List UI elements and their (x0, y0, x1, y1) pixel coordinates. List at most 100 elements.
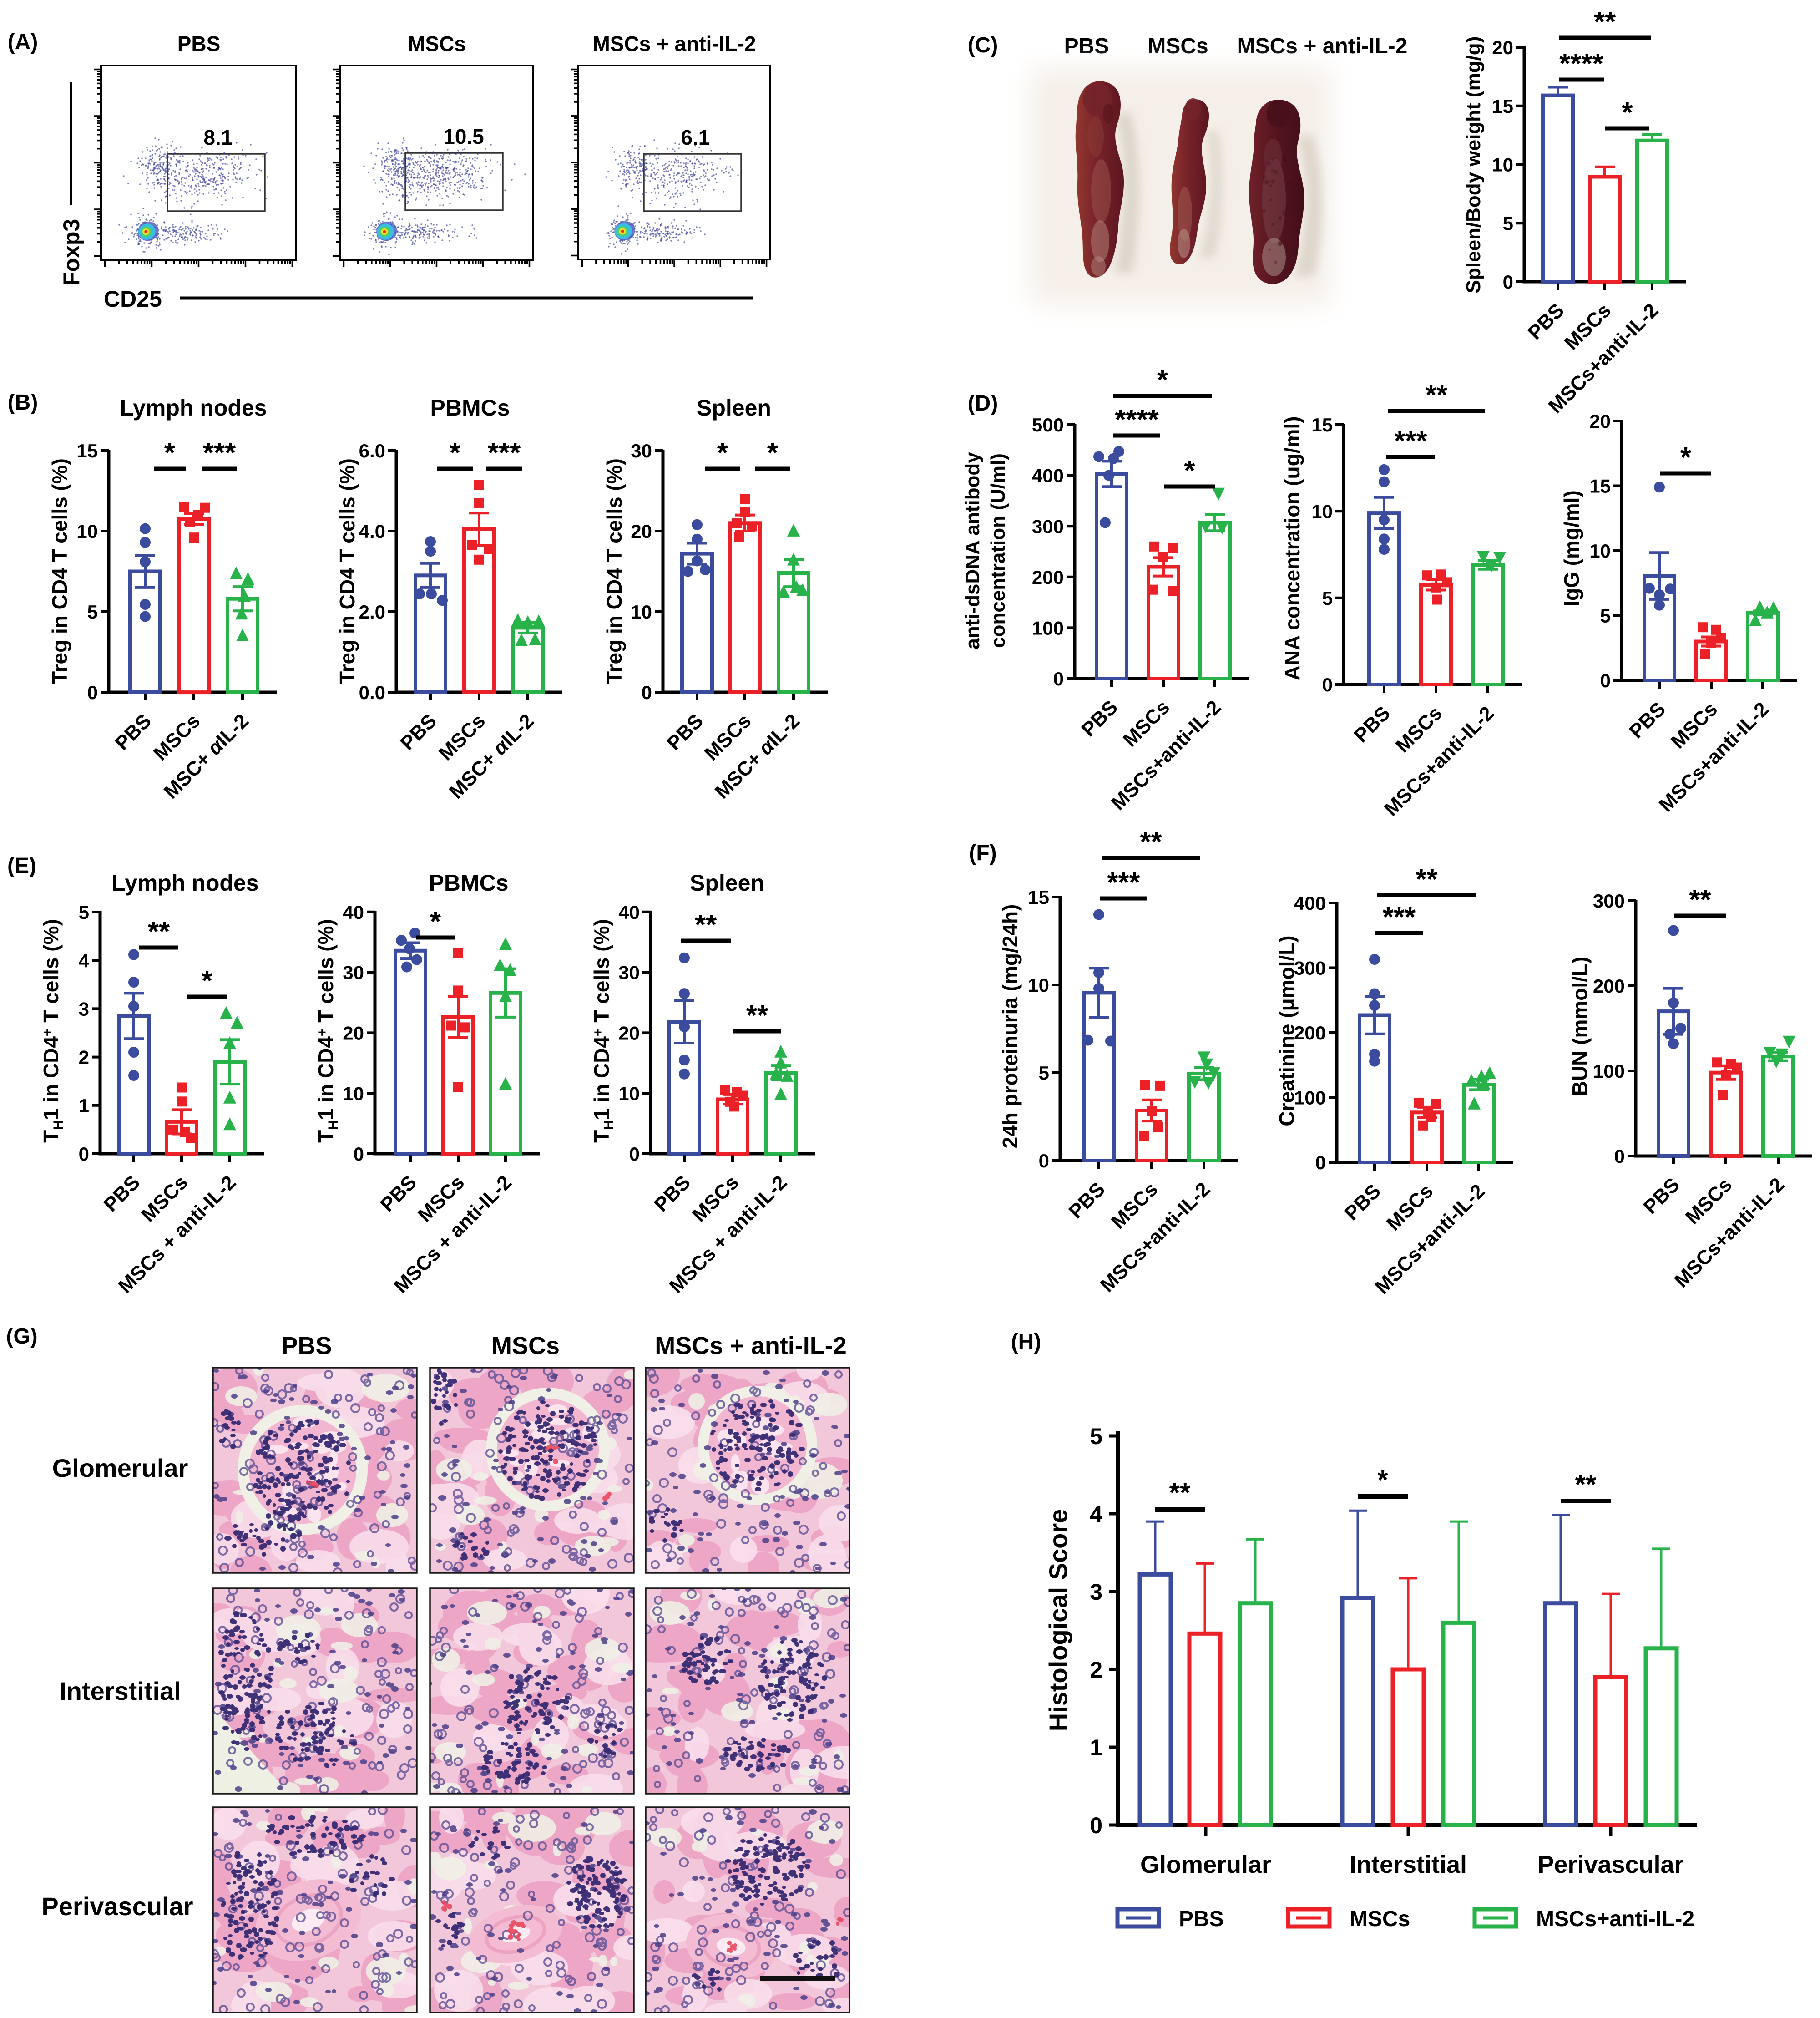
svg-text:20: 20 (631, 521, 652, 542)
svg-text:10.5: 10.5 (443, 125, 484, 148)
svg-text:**: ** (1426, 380, 1448, 411)
svg-text:5: 5 (1503, 213, 1513, 234)
svg-text:**: ** (1416, 864, 1438, 895)
svg-text:concentration (U/ml): concentration (U/ml) (987, 453, 1009, 648)
svg-text:15: 15 (76, 440, 98, 461)
svg-text:300: 300 (1593, 890, 1625, 912)
svg-text:5: 5 (1322, 588, 1333, 609)
svg-text:0: 0 (1503, 271, 1513, 293)
svg-text:15: 15 (1311, 414, 1333, 436)
svg-text:1: 1 (79, 1095, 89, 1116)
svg-text:15: 15 (1492, 96, 1513, 117)
svg-text:*: * (202, 965, 213, 997)
svg-text:200: 200 (1294, 1022, 1326, 1044)
svg-text:200: 200 (1593, 975, 1625, 997)
svg-text:****: **** (1115, 404, 1159, 436)
svg-text:10: 10 (76, 521, 98, 542)
svg-text:***: *** (203, 437, 236, 469)
svg-text:**: ** (1594, 6, 1616, 38)
svg-text:*: * (1680, 442, 1692, 473)
svg-text:10: 10 (1492, 154, 1513, 176)
svg-text:**: ** (1689, 884, 1711, 916)
svg-text:PBMCs: PBMCs (430, 395, 510, 421)
svg-text:15: 15 (1589, 476, 1611, 497)
svg-text:200: 200 (1032, 567, 1064, 588)
svg-text:500: 500 (1032, 414, 1064, 436)
svg-text:Treg in CD4 T cells (%): Treg in CD4 T cells (%) (602, 458, 626, 684)
svg-text:40: 40 (618, 902, 640, 923)
svg-text:Spleen/Body weight (mg/g): Spleen/Body weight (mg/g) (1462, 36, 1485, 294)
svg-text:30: 30 (631, 440, 652, 461)
svg-text:20: 20 (1589, 411, 1611, 432)
svg-text:(A): (A) (8, 30, 38, 54)
svg-text:PBS: PBS (1064, 34, 1109, 58)
svg-text:PBS: PBS (1639, 1173, 1684, 1218)
svg-text:ANA concentration (ug/ml): ANA concentration (ug/ml) (1280, 416, 1304, 681)
svg-text:MSCs: MSCs (408, 32, 466, 56)
svg-text:2: 2 (79, 1047, 89, 1068)
svg-text:20: 20 (1492, 37, 1513, 58)
svg-text:***: *** (1394, 426, 1427, 457)
svg-text:**: ** (1140, 826, 1162, 858)
svg-text:CD25: CD25 (104, 286, 162, 312)
svg-text:10: 10 (1311, 501, 1333, 522)
svg-text:Treg in CD4 T cells (%): Treg in CD4 T cells (%) (48, 458, 71, 684)
svg-text:PBMCs: PBMCs (429, 870, 508, 896)
svg-text:100: 100 (1032, 618, 1064, 639)
svg-text:0: 0 (1315, 1152, 1326, 1173)
svg-text:5: 5 (79, 902, 89, 923)
svg-text:*: * (1157, 365, 1168, 396)
svg-text:**: ** (148, 916, 170, 948)
svg-text:MSCs + anti-IL-2: MSCs + anti-IL-2 (592, 32, 756, 56)
svg-text:0: 0 (87, 682, 98, 703)
svg-text:**: ** (695, 909, 717, 941)
svg-text:TH1 in CD4+ T cells (%): TH1 in CD4+ T cells (%) (39, 919, 66, 1143)
svg-text:TH1 in CD4+ T cells (%): TH1 in CD4+ T cells (%) (314, 919, 341, 1143)
svg-text:Lymph nodes: Lymph nodes (111, 870, 258, 896)
svg-text:PBS: PBS (177, 32, 221, 56)
svg-text:(D): (D) (968, 391, 998, 416)
svg-text:10: 10 (343, 1083, 364, 1104)
svg-text:Foxp3: Foxp3 (59, 219, 84, 286)
svg-text:****: **** (1559, 48, 1603, 80)
svg-text:*: * (1622, 97, 1633, 128)
svg-text:***: *** (1107, 867, 1140, 898)
svg-text:0: 0 (642, 682, 652, 703)
svg-text:10: 10 (618, 1083, 640, 1104)
svg-text:15: 15 (1028, 887, 1049, 908)
svg-text:24h proteinuria (mg/24h): 24h proteinuria (mg/24h) (998, 904, 1022, 1149)
svg-text:BUN (mmol/L): BUN (mmol/L) (1568, 957, 1592, 1096)
svg-text:400: 400 (1294, 892, 1326, 914)
svg-text:Spleen: Spleen (697, 395, 771, 421)
svg-text:*: * (164, 437, 176, 469)
svg-text:*: * (450, 437, 461, 469)
svg-text:0: 0 (1053, 668, 1064, 690)
svg-text:40: 40 (343, 902, 364, 923)
svg-text:0: 0 (1039, 1150, 1049, 1171)
svg-text:100: 100 (1294, 1087, 1326, 1109)
svg-text:10: 10 (631, 601, 652, 623)
svg-text:PBS: PBS (1064, 1178, 1109, 1223)
svg-text:MSC+ αIL-2: MSC+ αIL-2 (711, 710, 804, 803)
svg-text:10: 10 (1589, 540, 1611, 562)
svg-text:300: 300 (1294, 958, 1326, 979)
svg-text:PBS: PBS (1340, 1180, 1385, 1225)
svg-text:3: 3 (79, 999, 89, 1020)
svg-text:MSC+ αIL-2: MSC+ αIL-2 (445, 710, 538, 803)
svg-text:anti-dsDNA antibody: anti-dsDNA antibody (961, 452, 984, 649)
svg-text:PBS: PBS (281, 1332, 332, 1359)
svg-text:*: * (717, 437, 728, 469)
svg-text:***: *** (488, 437, 521, 469)
svg-text:(C): (C) (968, 33, 998, 57)
svg-text:PBS: PBS (396, 710, 441, 755)
svg-text:MSCs + anti-IL-2: MSCs + anti-IL-2 (655, 1332, 847, 1359)
svg-text:Spleen: Spleen (690, 870, 764, 896)
svg-text:0: 0 (79, 1143, 89, 1165)
svg-text:PBS: PBS (1350, 702, 1395, 747)
svg-text:PBS: PBS (111, 710, 156, 755)
svg-text:Interstitial: Interstitial (59, 1677, 181, 1705)
svg-text:(F): (F) (969, 841, 996, 865)
svg-text:20: 20 (343, 1023, 364, 1044)
svg-text:MSCs: MSCs (1148, 34, 1208, 58)
svg-text:30: 30 (343, 962, 364, 984)
